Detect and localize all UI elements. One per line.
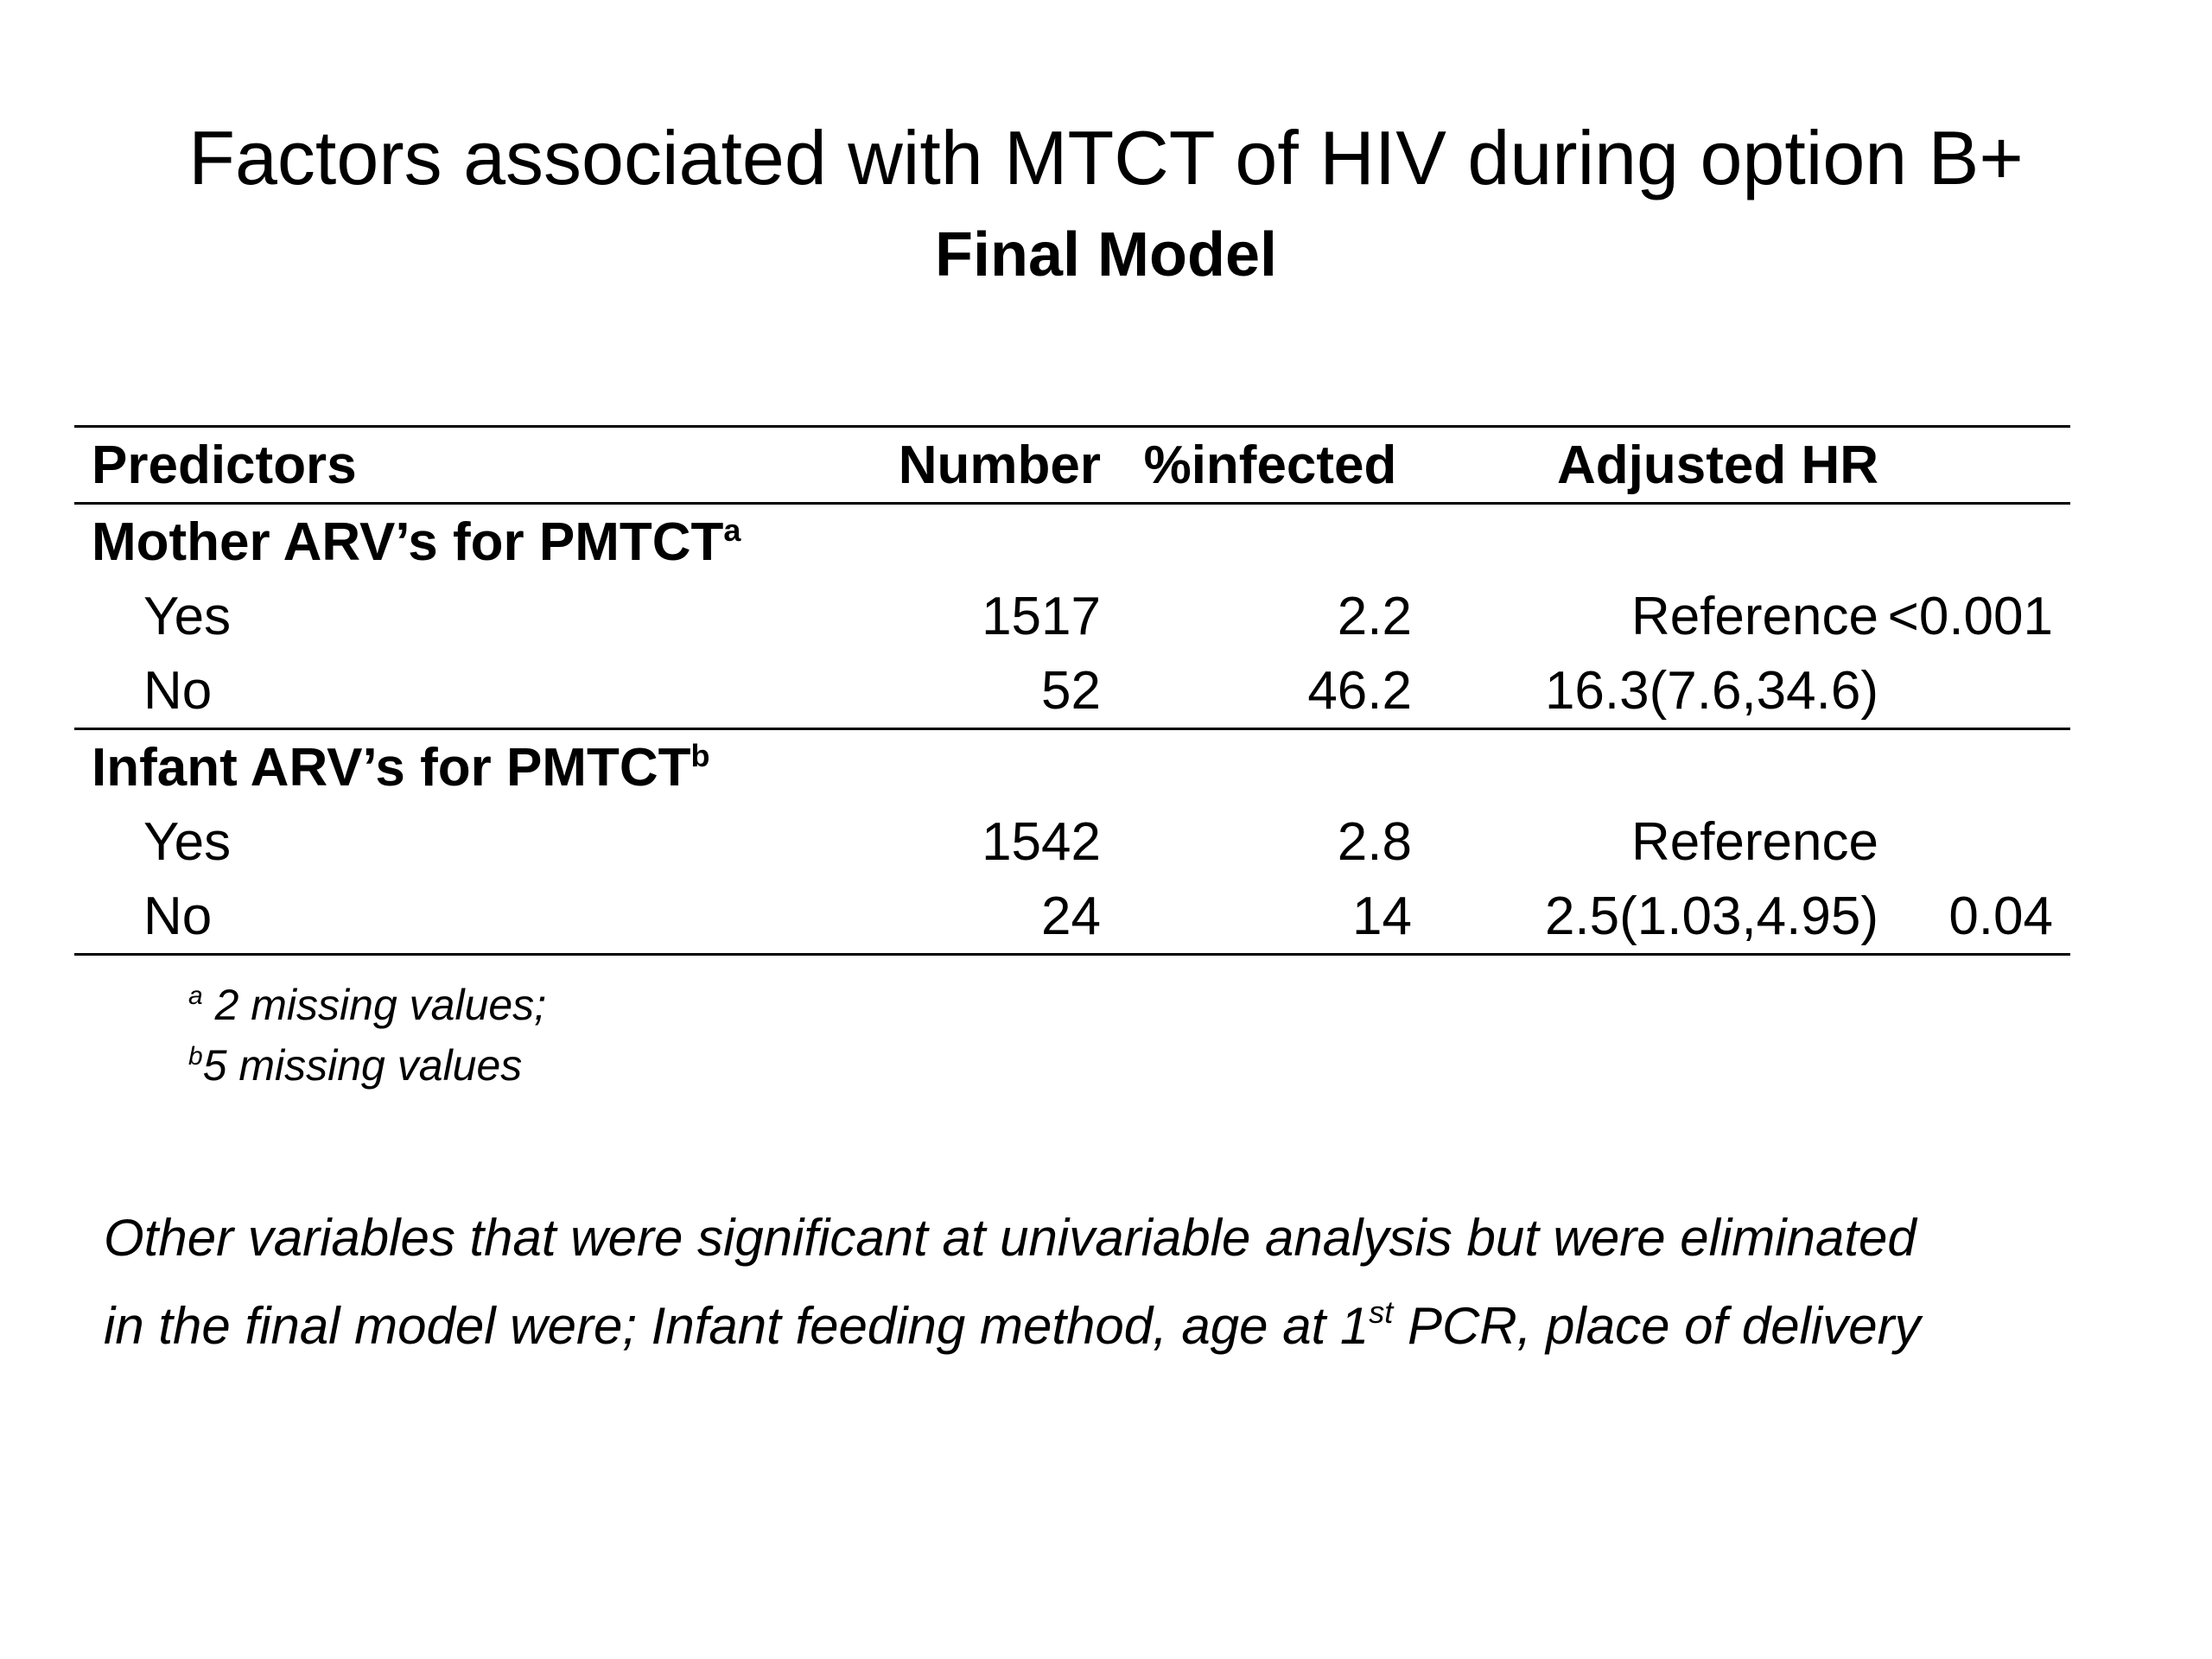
p-value-cell <box>1884 804 2070 879</box>
footnote-text: 5 missing values <box>202 1041 523 1090</box>
footnote-text: 2 missing values; <box>202 981 547 1029</box>
row-label: No <box>143 660 213 721</box>
table-header-row: Predictors Number %infected Adjusted HR <box>74 425 2070 505</box>
row-label: Yes <box>143 811 232 872</box>
table-row: Yes 1517 2.2 Reference <0.001 <box>74 579 2070 653</box>
group-label-mother: Mother ARV’s for PMTCTa <box>74 504 2070 580</box>
ordinal-suffix: st <box>1369 1294 1394 1330</box>
p-value-cell: <0.001 <box>1887 586 2053 646</box>
adjusted-hr-cell: 16.3(7.6,34.6) <box>1544 660 1878 721</box>
p-value-cell <box>1884 653 2070 729</box>
group-header-row: Infant ARV’s for PMTCTb <box>74 728 2070 804</box>
infected-cell: 2.2 <box>1337 586 1412 646</box>
adjusted-hr-cell: 2.5(1.03,4.95) <box>1426 879 1884 956</box>
p-value-cell: 0.04 <box>1884 879 2070 956</box>
group-label-text: Infant ARV’s for PMTCT <box>92 737 691 798</box>
table-row: Yes 1542 2.8 Reference <box>74 804 2070 879</box>
header-adjusted-hr: Adjusted HR <box>1426 425 1884 505</box>
adjusted-hr-cell: Reference <box>1630 811 1878 872</box>
footnote-marker: b <box>188 1042 203 1071</box>
row-label: No <box>74 879 807 956</box>
adjusted-hr-cell: Reference <box>1630 586 1878 646</box>
number-cell: 1517 <box>982 586 1101 646</box>
footnote-marker: a <box>188 982 203 1010</box>
group-mother-arv: Mother ARV’s for PMTCTa Yes 1517 2.2 Ref… <box>74 504 2070 729</box>
number-cell: 52 <box>1041 660 1101 721</box>
slide-subtitle: Final Model <box>935 220 1277 289</box>
number-cell: 1542 <box>982 811 1101 872</box>
note-line-2-start: in the final model were; Infant feeding … <box>104 1297 1370 1355</box>
table-row: No 52 46.2 16.3(7.6,34.6) <box>74 653 2070 729</box>
row-label: Yes <box>143 586 232 646</box>
footnote-marker: b <box>690 737 710 773</box>
group-infant-arv: Infant ARV’s for PMTCTb Yes 1542 2.8 Ref… <box>74 728 2070 956</box>
header-predictors: Predictors <box>74 425 807 505</box>
group-label-text: Mother ARV’s for PMTCT <box>92 512 724 572</box>
group-label-infant: Infant ARV’s for PMTCTb <box>74 728 2070 804</box>
group-header-row: Mother ARV’s for PMTCTa <box>74 504 2070 580</box>
header-infected: %infected <box>1115 425 1426 505</box>
number-cell: 24 <box>807 879 1115 956</box>
note-line-2-end: PCR, place of delivery <box>1393 1297 1921 1355</box>
eliminated-variables-note: Other variables that were significant at… <box>104 1201 2160 1363</box>
infected-cell: 2.8 <box>1337 811 1412 872</box>
note-line-1: Other variables that were significant at… <box>104 1209 1916 1267</box>
footnote-a: a 2 missing values; <box>188 966 546 1035</box>
footnote-marker: a <box>723 512 741 548</box>
results-table: Predictors Number %infected Adjusted HR … <box>74 425 2070 956</box>
table-row: No 24 14 2.5(1.03,4.95) 0.04 <box>74 879 2070 956</box>
slide-title: Factors associated with MTCT of HIV duri… <box>188 115 2024 200</box>
footnote-b: b5 missing values <box>188 1027 522 1096</box>
header-number: Number <box>807 425 1115 505</box>
infected-cell: 14 <box>1115 879 1426 956</box>
infected-cell: 46.2 <box>1307 660 1412 721</box>
header-p-value <box>1884 425 2070 505</box>
